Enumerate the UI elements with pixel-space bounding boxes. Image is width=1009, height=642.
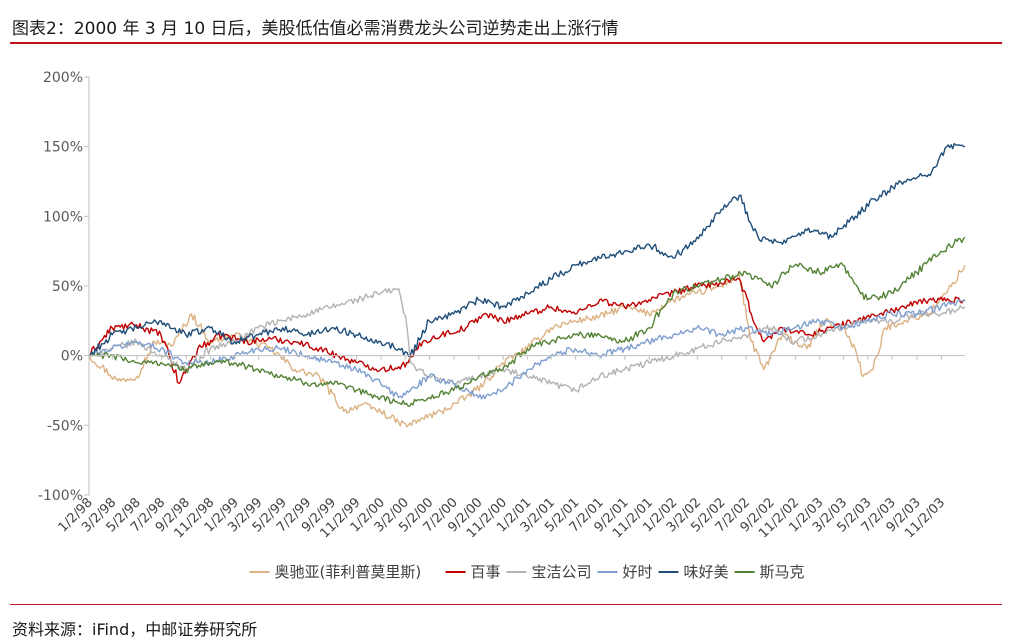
- y-tick-label: 50%: [52, 279, 83, 295]
- y-tick-label: 150%: [43, 140, 83, 156]
- y-tick-label: 100%: [43, 209, 83, 225]
- series-line-5: [88, 142, 966, 357]
- y-tick-label: 200%: [43, 70, 83, 86]
- series-line-3: [88, 287, 966, 393]
- figure-title: 图表2：2000 年 3 月 10 日后，美股低估值必需消费龙头公司逆势走出上涨…: [12, 19, 619, 39]
- legend-label: 斯马克: [760, 563, 805, 581]
- y-tick-label: -100%: [38, 488, 83, 504]
- legend-label: 味好美: [684, 563, 729, 581]
- legend-label: 奥驰亚(菲利普莫里斯): [275, 563, 422, 581]
- legend-label: 好时: [623, 563, 653, 581]
- series-line-1: [88, 264, 966, 428]
- y-tick-label: -50%: [47, 418, 83, 434]
- legend-label: 百事: [471, 563, 501, 581]
- series-line-2: [88, 277, 966, 385]
- line-chart: -100%-50%0%50%100%150%200%1/2/983/2/985/…: [38, 70, 966, 581]
- title-rule: [10, 42, 1002, 44]
- legend-label: 宝洁公司: [532, 563, 592, 581]
- series-layer: [88, 142, 966, 428]
- figure-source: 资料来源：iFind，中邮证券研究所: [12, 620, 258, 639]
- legend: 奥驰亚(菲利普莫里斯) 百事 宝洁公司 好时 味好美 斯马克: [249, 563, 805, 581]
- series-line-6: [88, 236, 966, 407]
- y-tick-label: 0%: [61, 349, 83, 365]
- source-rule: [10, 604, 1002, 605]
